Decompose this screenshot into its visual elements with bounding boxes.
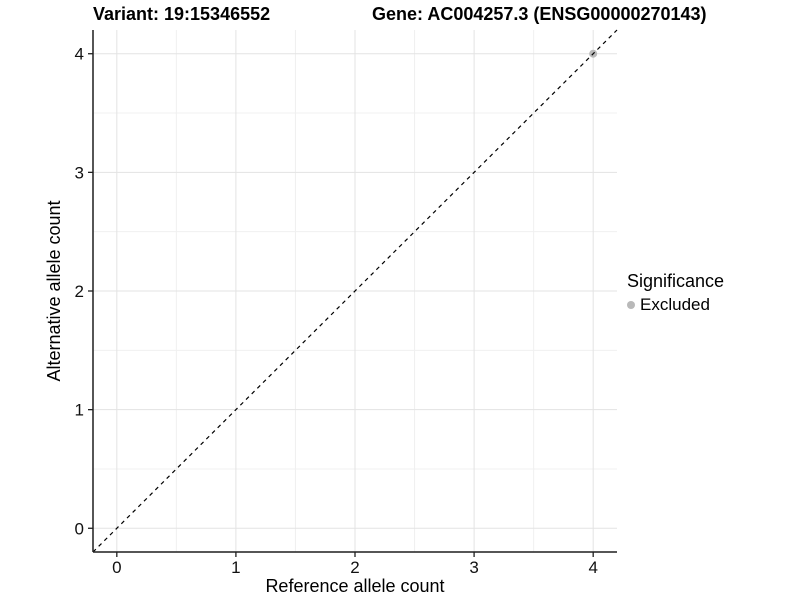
x-tick-label: 4 [588,558,597,577]
x-tick-label: 1 [231,558,240,577]
y-tick-label: 3 [75,163,84,182]
y-tick-label: 2 [75,282,84,301]
legend-point-icon [627,300,635,309]
x-tick-label: 2 [350,558,359,577]
plot-title-variant: Variant: 19:15346552 [93,4,271,24]
identity-line [92,29,618,553]
x-axis-label: Reference allele count [265,576,445,596]
y-tick-label: 4 [75,45,84,64]
legend: Significance Excluded [627,270,724,315]
x-tick-label: 3 [469,558,478,577]
plot-title-gene: Gene: AC004257.3 (ENSG00000270143) [372,4,707,24]
legend-item-label: Excluded [640,294,710,314]
y-tick-label: 0 [75,519,84,538]
legend-title: Significance [627,271,725,291]
x-tick-label: 0 [112,558,121,577]
y-tick-label: 1 [75,401,84,420]
y-axis-label: Alternative allele count [44,200,65,382]
legend-item-excluded: Excluded [627,295,724,315]
